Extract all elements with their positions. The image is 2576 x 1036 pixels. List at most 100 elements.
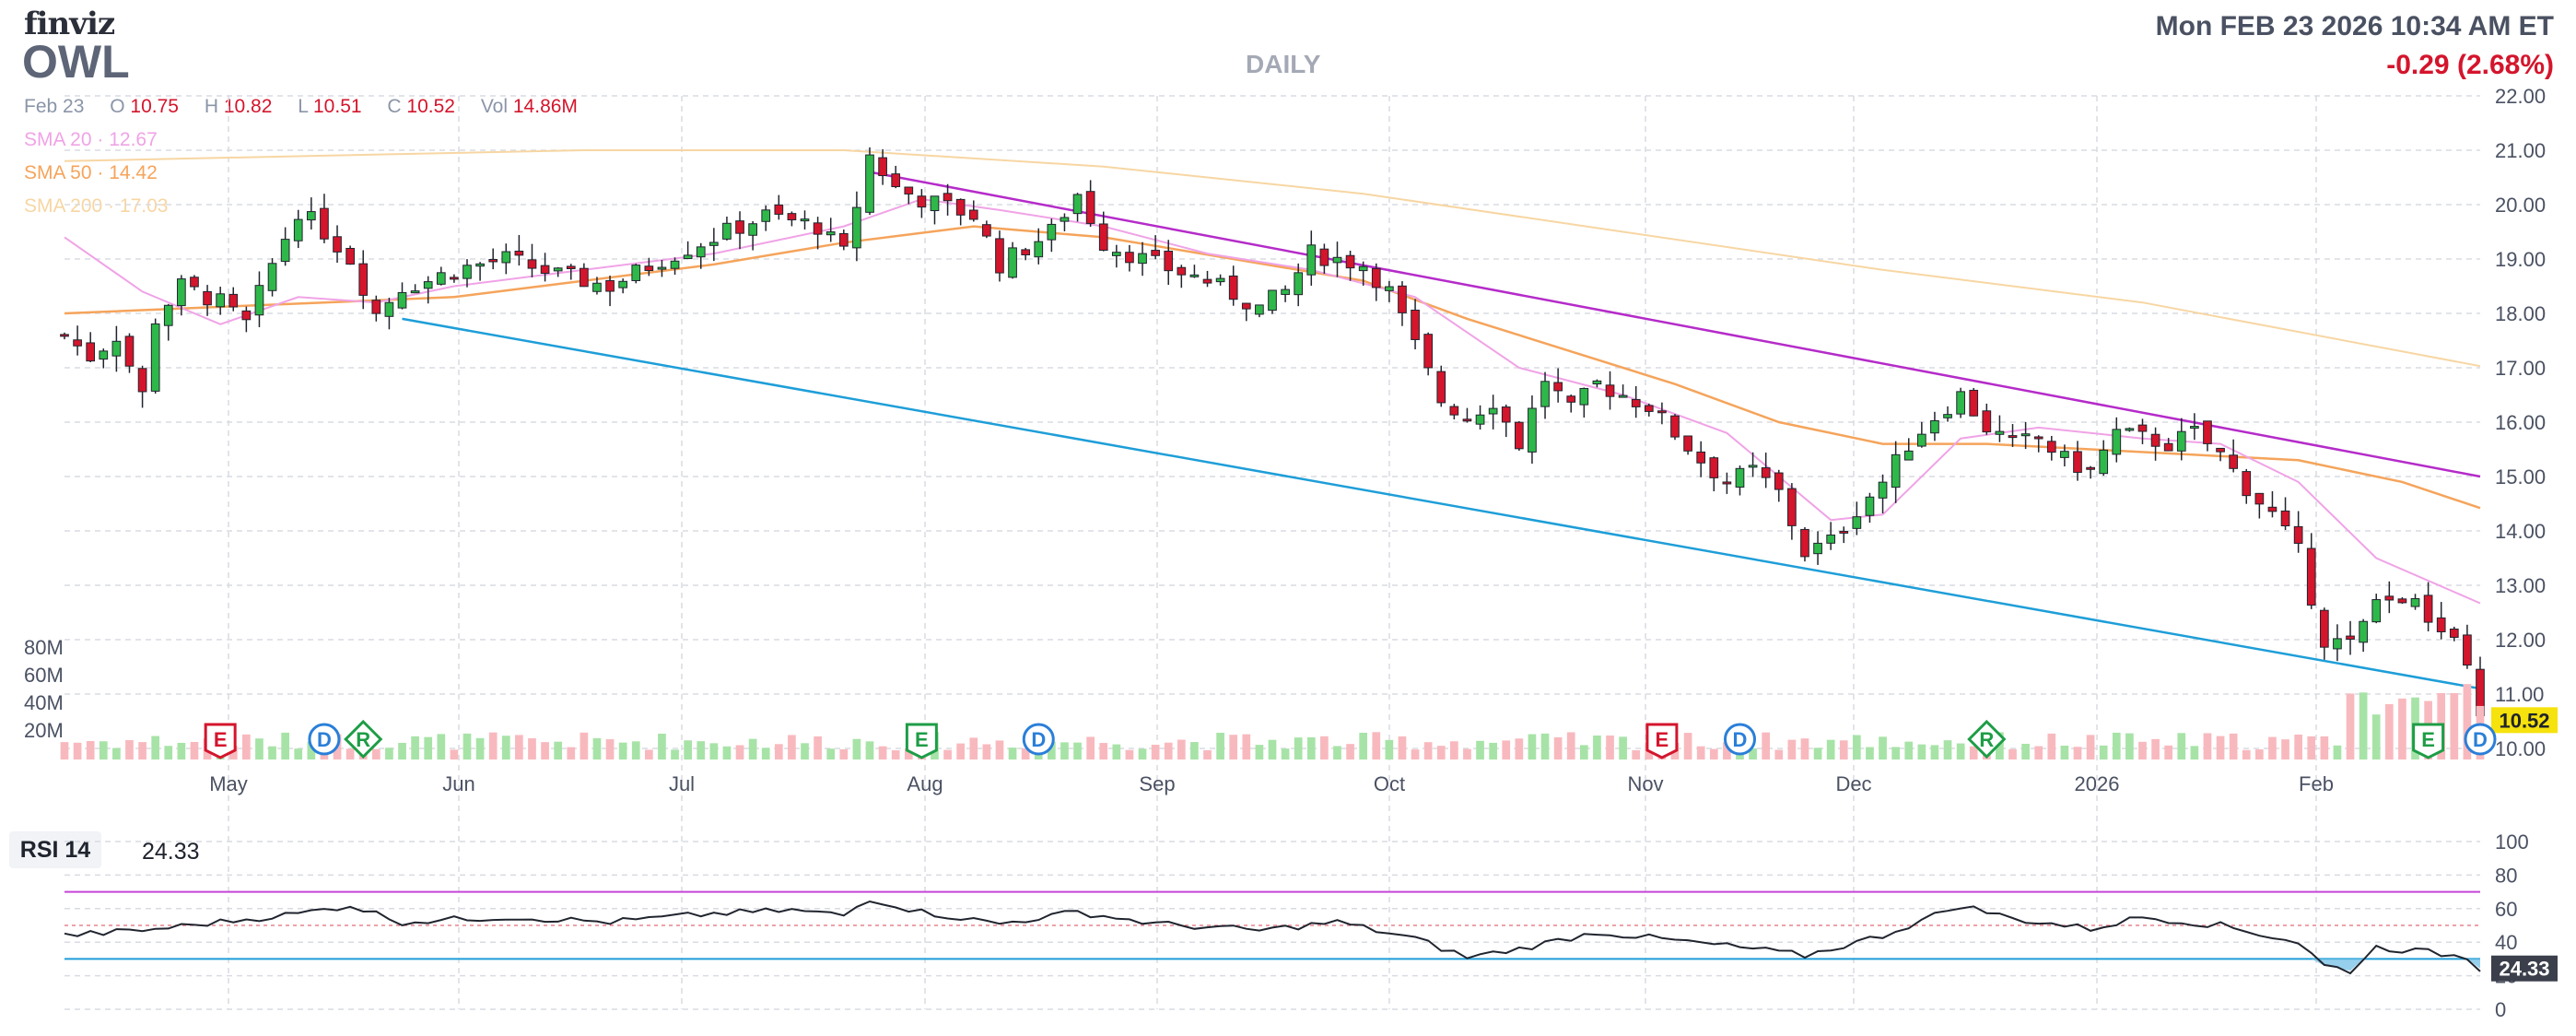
volume-bar (878, 746, 887, 759)
volume-bar (138, 742, 146, 759)
volume-bar (1112, 744, 1121, 759)
volume-bar (671, 749, 679, 759)
volume-bar (73, 742, 82, 759)
volume-bar (528, 737, 536, 759)
candle (1878, 474, 1888, 514)
candle-body (2280, 510, 2290, 527)
candle (1709, 456, 1719, 492)
candle (2254, 492, 2265, 519)
volume-bar (684, 740, 692, 759)
candle-body (1813, 542, 1822, 555)
event-marker-dividend[interactable]: D (1022, 723, 1055, 756)
event-marker-dividend[interactable]: D (2464, 723, 2497, 756)
sma20-legend[interactable]: SMA 20 · 12.67 (24, 129, 158, 150)
volume-bar (631, 741, 640, 759)
candle-body (774, 204, 784, 215)
candle (1995, 415, 2005, 442)
candle-body (501, 251, 511, 264)
candle-body (1358, 265, 1368, 272)
candle-body (124, 336, 135, 367)
candle (2346, 620, 2355, 655)
sma200-legend[interactable]: SMA 200 · 17.03 (24, 195, 169, 217)
volume-bar (1800, 738, 1809, 759)
dividend-icon (1723, 723, 1756, 756)
volume-bar (748, 738, 757, 759)
event-marker-earnings[interactable]: E (905, 723, 938, 759)
volume-bar (982, 744, 991, 759)
volume-bar (1151, 744, 1160, 759)
event-marker-earnings[interactable]: E (1645, 723, 1679, 759)
rsi-current-value: 24.33 (142, 839, 200, 865)
volume-bar (567, 747, 576, 759)
sma50-value: 14.42 (109, 162, 158, 183)
candle-body (1306, 244, 1317, 276)
volume-bar (515, 735, 523, 759)
candle-body (917, 195, 927, 208)
ticker-symbol[interactable]: OWL (22, 36, 130, 88)
candle-body (73, 339, 82, 347)
candle (241, 306, 252, 333)
candle (852, 191, 861, 262)
candle-body (2137, 424, 2148, 432)
candle-body (254, 285, 264, 316)
candle (1462, 407, 1472, 423)
event-marker-dividend[interactable]: D (1723, 723, 1756, 756)
candle (423, 276, 433, 304)
candle-body (1787, 488, 1797, 526)
event-marker-revenue[interactable]: R (344, 719, 383, 759)
volume-bar (2086, 735, 2095, 759)
candle (1592, 379, 1602, 388)
candle (1138, 241, 1147, 277)
volume-bar (865, 741, 874, 759)
candle-body (306, 211, 316, 221)
candle (1501, 404, 1511, 438)
month-label: Jul (669, 772, 695, 795)
volume-bar (1099, 743, 1108, 759)
candle-body (683, 254, 693, 260)
candle (1657, 402, 1667, 425)
candle-body (2060, 451, 2069, 458)
candle (60, 332, 69, 340)
candle (463, 259, 472, 288)
candle-body (1125, 252, 1134, 264)
candle (1969, 387, 1979, 417)
candle-body (2423, 595, 2433, 623)
candle (527, 243, 537, 277)
candle-body (761, 209, 771, 222)
volume-bar (1073, 742, 1082, 759)
sma50-legend[interactable]: SMA 50 · 14.42 (24, 162, 158, 183)
candle-body (1553, 382, 1563, 392)
event-marker-revenue[interactable]: R (1967, 719, 2007, 759)
event-marker-dividend[interactable]: D (308, 723, 341, 756)
volume-bar (826, 748, 836, 759)
candle (1125, 244, 1134, 272)
volume-bar (1969, 746, 1978, 759)
volume-bar (281, 732, 289, 759)
rsi-label[interactable]: RSI 14 (9, 831, 101, 868)
candle (800, 210, 810, 230)
candle (644, 257, 654, 277)
candle-body (1085, 191, 1095, 224)
candle (1319, 243, 1329, 275)
sma20-label: SMA 20 (24, 129, 92, 150)
candle (2190, 413, 2199, 441)
candle-body (1566, 395, 1576, 403)
rsi-tick-label: 60 (2495, 898, 2517, 921)
candle-body (2463, 634, 2472, 666)
candle-body (1709, 457, 1719, 478)
volume-bar (1528, 734, 1537, 759)
candle (1631, 385, 1641, 418)
sma200-label: SMA 200 (24, 195, 103, 217)
candle-body (410, 290, 420, 294)
candle-body (1592, 380, 1602, 385)
candle-body (475, 263, 485, 267)
event-marker-earnings[interactable]: E (204, 723, 237, 759)
ohlc-date: Feb 23 (24, 96, 85, 117)
volume-bar (164, 746, 173, 759)
candle-body (228, 293, 239, 308)
volume-bar (2008, 748, 2017, 759)
volume-bar (1813, 748, 1822, 759)
volume-bar (1242, 734, 1251, 759)
event-marker-earnings[interactable]: E (2412, 723, 2445, 759)
